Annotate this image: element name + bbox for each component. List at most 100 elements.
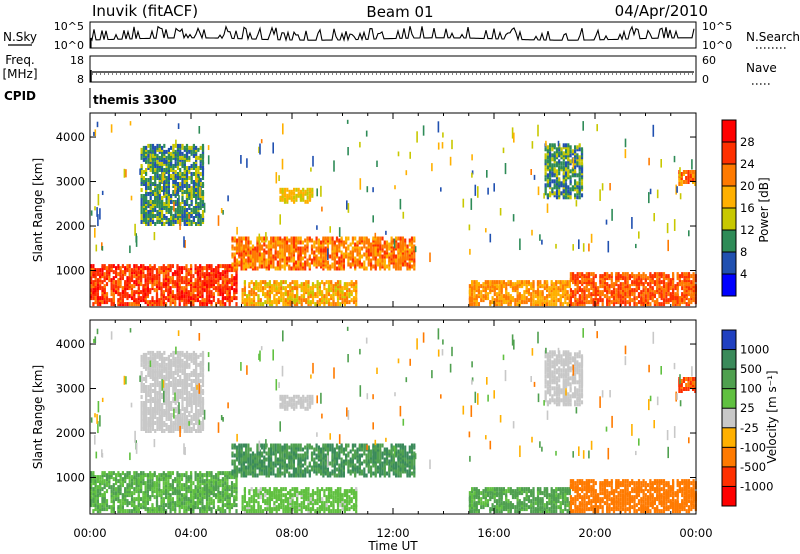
echo-cell xyxy=(410,254,414,259)
echo-cell xyxy=(224,503,227,508)
echo-cell xyxy=(281,244,284,249)
echo-cell xyxy=(569,153,572,158)
echo-cell xyxy=(201,505,204,510)
echo-cell xyxy=(185,505,188,510)
echo-cell xyxy=(560,191,563,196)
echo-cell xyxy=(276,260,279,265)
echo-cell xyxy=(133,284,136,289)
echo-cell xyxy=(678,274,681,279)
echo-cell xyxy=(656,189,659,199)
echo-cell xyxy=(487,187,489,195)
echo-cell xyxy=(219,288,222,293)
echo-cell xyxy=(156,210,159,214)
echo-cell xyxy=(201,190,205,194)
echo-cell xyxy=(176,296,179,301)
echo-cell xyxy=(283,236,286,241)
echo-cell xyxy=(606,298,609,303)
echo-cell xyxy=(539,298,542,303)
echo-cell xyxy=(155,274,159,279)
echo-cell xyxy=(551,157,554,162)
echo-cell xyxy=(343,282,346,287)
echo-cell xyxy=(165,274,168,279)
echo-cell xyxy=(178,282,181,287)
echo-cell xyxy=(162,274,165,279)
echo-cell xyxy=(647,288,650,293)
echo-cell xyxy=(290,266,293,271)
echo-cell xyxy=(518,300,521,305)
echo-cell xyxy=(356,258,359,263)
echo-cell xyxy=(552,302,555,307)
echo-cell xyxy=(305,298,308,303)
echo-cell xyxy=(165,159,168,164)
echo-cell xyxy=(572,157,575,169)
echo-cell xyxy=(401,242,404,247)
echo-cell xyxy=(326,236,329,241)
echo-cell xyxy=(154,176,157,180)
echo-cell xyxy=(557,286,560,291)
echo-cell xyxy=(367,238,370,243)
echo-cell xyxy=(350,298,353,303)
echo-cell xyxy=(297,254,300,259)
echo-cell xyxy=(117,471,120,476)
echo-cell xyxy=(217,481,220,486)
echo-cell xyxy=(221,477,224,482)
echo-cell xyxy=(167,479,170,484)
echo-cell xyxy=(685,176,688,180)
echo-cell xyxy=(183,145,186,150)
echo-cell xyxy=(101,190,104,196)
echo-cell xyxy=(248,290,251,295)
echo-cell xyxy=(283,250,286,255)
echo-cell xyxy=(310,250,314,255)
echo-cell xyxy=(557,280,560,285)
echo-cell xyxy=(192,164,195,168)
echo-cell xyxy=(385,264,389,269)
echo-cell xyxy=(323,286,326,291)
echo-cell xyxy=(145,212,148,216)
echo-cell xyxy=(230,274,234,279)
echo-cell xyxy=(578,300,581,305)
echo-cell xyxy=(101,280,104,285)
echo-cell xyxy=(486,170,488,178)
echo-cell xyxy=(205,294,209,299)
echo-cell xyxy=(137,300,140,305)
echo-cell xyxy=(647,276,650,281)
echo-cell xyxy=(195,145,198,150)
echo-cell xyxy=(381,254,384,259)
echo-cell xyxy=(128,268,131,273)
echo-cell xyxy=(569,296,572,301)
echo-cell xyxy=(163,149,166,154)
echo-cell xyxy=(321,290,324,295)
echo-cell xyxy=(181,210,184,214)
echo-cell xyxy=(201,473,204,478)
echo-cell xyxy=(352,296,356,301)
echo-cell xyxy=(176,483,179,488)
echo-cell xyxy=(133,471,136,476)
echo-cell xyxy=(307,288,310,293)
echo-cell xyxy=(558,177,561,182)
echo-cell xyxy=(180,493,184,498)
noise-search-tick-bottom: 10^0 xyxy=(702,39,732,52)
echo-cell xyxy=(286,193,289,198)
echo-cell xyxy=(624,138,627,148)
echo-cell xyxy=(153,471,156,476)
echo-cell xyxy=(192,288,195,293)
echo-cell xyxy=(372,264,375,269)
echo-cell xyxy=(300,294,303,299)
echo-cell xyxy=(291,292,294,297)
echo-cell xyxy=(147,157,150,162)
echo-cell xyxy=(527,280,530,285)
echo-cell xyxy=(660,280,663,285)
echo-cell xyxy=(553,163,556,168)
echo-cell xyxy=(171,284,174,289)
echo-cell xyxy=(140,471,143,476)
echo-cell xyxy=(260,264,264,269)
echo-cell xyxy=(286,284,290,289)
echo-cell xyxy=(185,288,188,293)
echo-cell xyxy=(151,161,155,166)
echo-cell xyxy=(231,236,234,241)
echo-cell xyxy=(176,489,179,494)
echo-cell xyxy=(395,266,398,271)
echo-cell xyxy=(180,266,184,271)
echo-cell xyxy=(169,507,172,512)
echo-cell xyxy=(651,286,654,291)
